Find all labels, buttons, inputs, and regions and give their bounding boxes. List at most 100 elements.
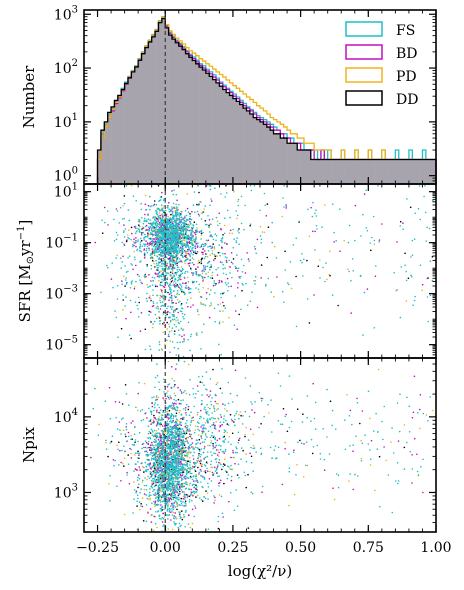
npix-point — [403, 424, 406, 426]
sfr-point — [122, 275, 125, 278]
sfr-point — [173, 275, 176, 278]
sfr-point — [178, 278, 181, 280]
sfr-point — [222, 292, 224, 295]
sfr-point — [149, 254, 152, 256]
npix-point — [205, 427, 207, 430]
sfr-point — [168, 254, 170, 256]
npix-point — [206, 436, 208, 438]
npix-point — [208, 478, 211, 480]
sfr-point — [155, 228, 157, 230]
sfr-point — [176, 271, 178, 274]
sfr-point — [212, 238, 215, 241]
sfr-point — [322, 266, 324, 269]
npix-point — [211, 434, 213, 437]
sfr-point — [232, 262, 234, 265]
npix-point — [178, 455, 180, 458]
npix-point — [113, 464, 115, 467]
sfr-point — [157, 249, 159, 251]
sfr-point — [251, 291, 253, 294]
sfr-point — [173, 346, 176, 349]
sfr-point — [164, 314, 167, 317]
sfr-point — [245, 282, 247, 285]
npix-point — [182, 497, 185, 500]
sfr-point — [174, 261, 177, 264]
histogram-fill-bar — [263, 124, 268, 184]
npix-point — [203, 446, 206, 448]
sfr-point — [412, 304, 414, 307]
sfr-point — [313, 294, 315, 296]
npix-point — [146, 497, 148, 500]
npix-point — [162, 397, 164, 399]
npix-point — [132, 420, 134, 422]
npix-point — [208, 395, 210, 398]
npix-point — [240, 414, 242, 417]
sfr-point — [204, 250, 206, 252]
sfr-point — [185, 220, 187, 222]
npix-point — [207, 482, 209, 485]
sfr-point — [285, 207, 288, 209]
sfr-point — [200, 234, 203, 236]
npix-point — [212, 442, 214, 445]
sfr-point — [264, 285, 267, 287]
npix-point — [216, 472, 218, 474]
npix-point — [396, 462, 399, 464]
sfr-point — [181, 307, 184, 310]
sfr-point — [175, 302, 177, 305]
npix-point — [146, 478, 148, 481]
npix-point — [213, 495, 215, 497]
sfr-point — [127, 270, 129, 273]
npix-point — [161, 516, 164, 519]
sfr-point — [162, 313, 165, 315]
sfr-point — [166, 227, 168, 230]
histogram-fill-bar — [138, 60, 142, 184]
histogram-fill-bar — [239, 104, 244, 184]
sfr-point — [200, 274, 202, 276]
sfr-point — [172, 242, 175, 244]
npix-point — [141, 497, 144, 499]
sfr-point — [136, 227, 138, 230]
npix-point — [182, 456, 184, 459]
npix-point — [150, 466, 153, 469]
sfr-point — [148, 247, 150, 250]
sfr-point — [177, 276, 179, 279]
sfr-point — [172, 313, 175, 316]
sfr-point — [153, 222, 155, 225]
histogram-fill-bar — [408, 159, 413, 184]
sfr-point — [188, 241, 191, 243]
npix-point — [133, 481, 135, 483]
histogram-fill-bar — [97, 149, 102, 184]
histogram-fill-bar — [216, 82, 220, 184]
sfr-point — [352, 270, 355, 272]
npix-point — [156, 409, 158, 412]
sfr-point — [138, 301, 140, 304]
sfr-point — [189, 250, 192, 252]
npix-point — [155, 511, 157, 513]
npix-point — [220, 463, 222, 466]
sfr-point — [179, 210, 182, 213]
sfr-point — [187, 245, 190, 247]
sfr-point — [145, 297, 148, 300]
sfr-point — [283, 206, 285, 208]
sfr-point — [402, 222, 404, 224]
npix-point — [175, 399, 177, 402]
sfr-point — [220, 280, 223, 282]
sfr-point — [220, 193, 222, 195]
npix-point — [165, 406, 168, 409]
histogram-fill-bar — [304, 149, 308, 184]
sfr-point — [144, 245, 146, 247]
sfr-point — [167, 245, 170, 247]
npix-point — [209, 425, 212, 428]
sfr-point — [185, 244, 187, 247]
sfr-point — [179, 242, 182, 245]
npix-point — [167, 418, 170, 420]
sfr-point — [162, 331, 164, 334]
npix-point — [162, 512, 164, 515]
sfr-point — [432, 199, 434, 202]
npix-point — [159, 487, 162, 489]
sfr-point — [180, 266, 183, 268]
sfr-point — [244, 272, 247, 274]
sfr-point — [163, 226, 165, 229]
npix-point — [303, 443, 305, 445]
sfr-point — [222, 267, 224, 270]
sfr-point — [172, 214, 175, 216]
